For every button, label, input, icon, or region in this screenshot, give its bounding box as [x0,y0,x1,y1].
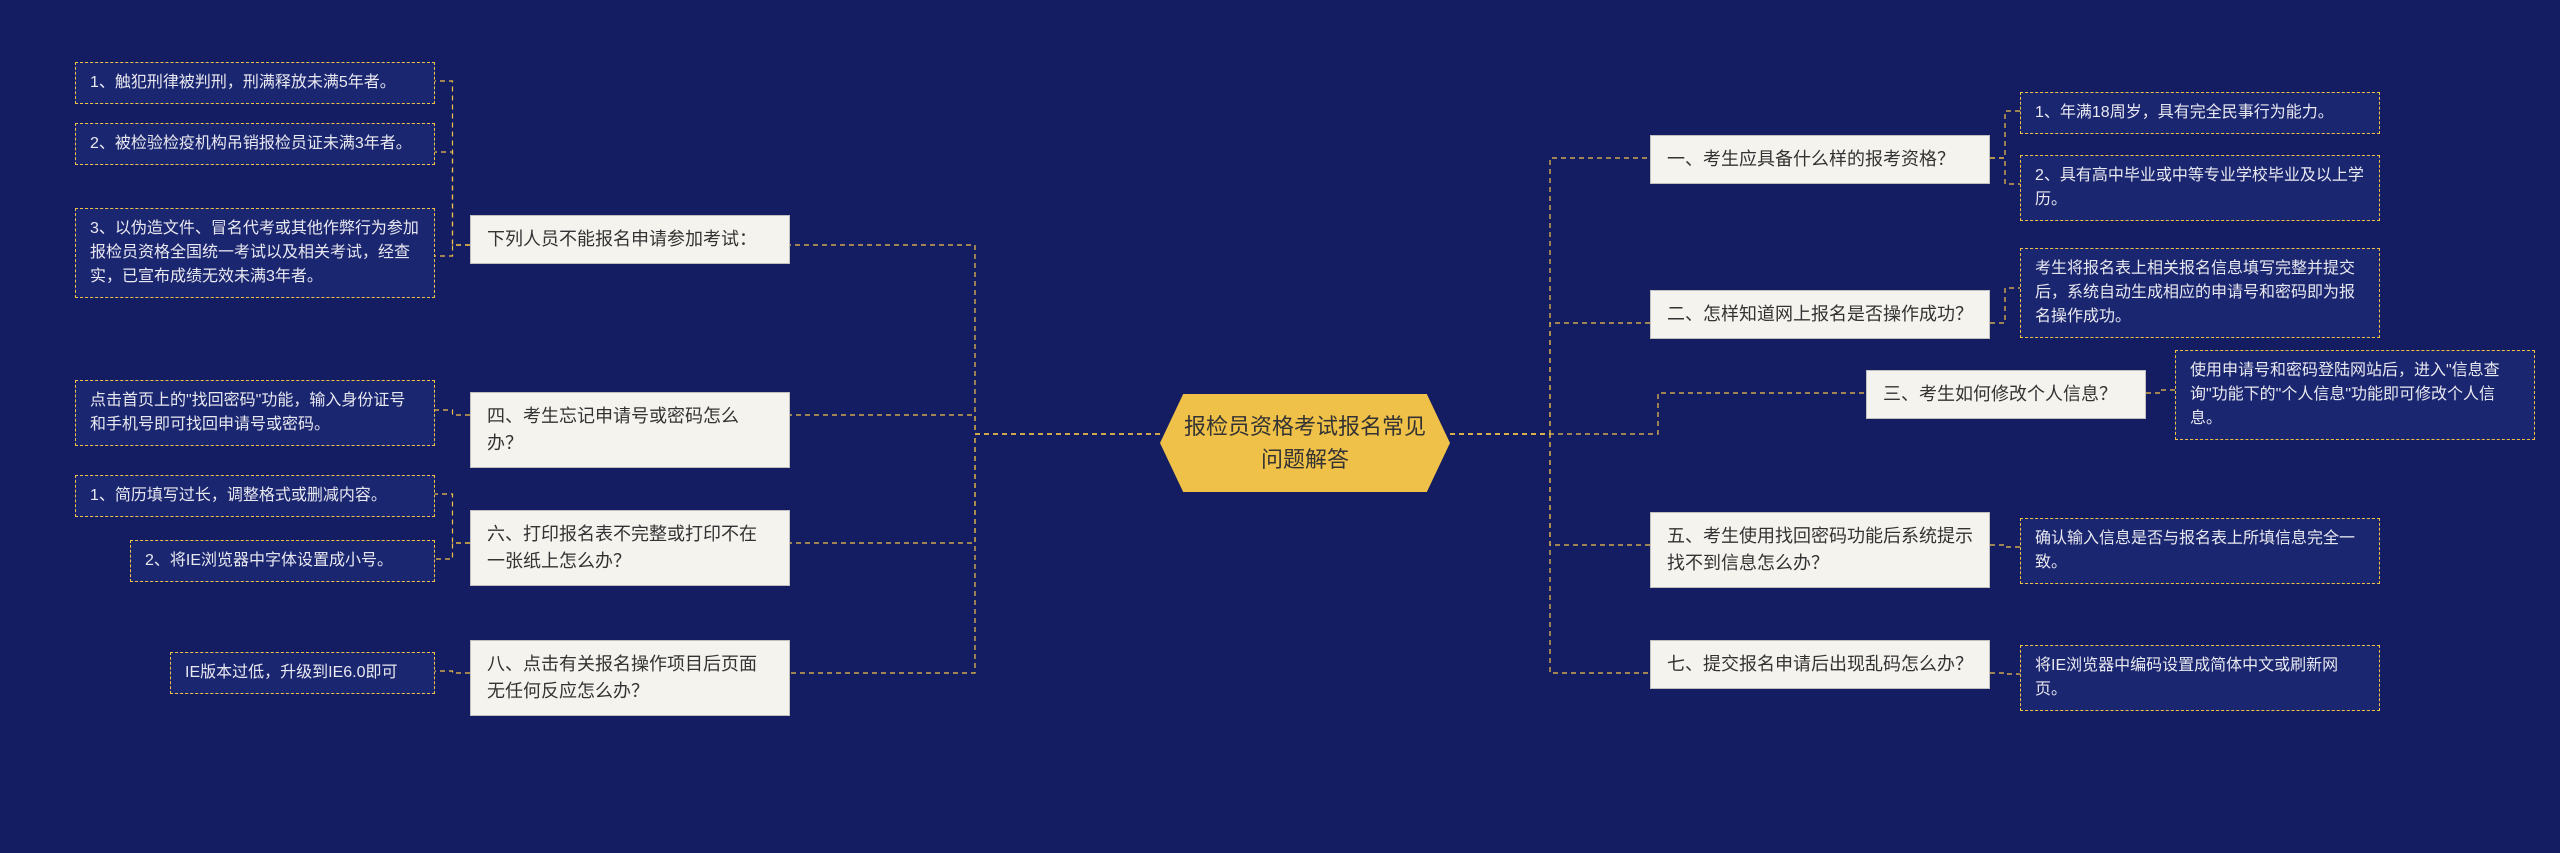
right-topic-4: 五、考生使用找回密码功能后系统提示找不到信息怎么办？ [1650,512,1990,588]
right-topic-3-leaf-1: 使用申请号和密码登陆网站后，进入"信息查询"功能下的"个人信息"功能即可修改个人… [2175,350,2535,440]
right-topic-2-leaf-1: 考生将报名表上相关报名信息填写完整并提交后，系统自动生成相应的申请号和密码即为报… [2020,248,2380,338]
left-topic-2: 四、考生忘记申请号或密码怎么办？ [470,392,790,468]
left-topic-3-leaf-2: 2、将IE浏览器中字体设置成小号。 [130,540,435,582]
left-topic-4-leaf-1: IE版本过低，升级到IE6.0即可 [170,652,435,694]
left-topic-3-leaf-1: 1、简历填写过长，调整格式或删减内容。 [75,475,435,517]
left-topic-2-leaf-1: 点击首页上的"找回密码"功能，输入身份证号和手机号即可找回申请号或密码。 [75,380,435,446]
right-topic-5: 七、提交报名申请后出现乱码怎么办？ [1650,640,1990,689]
right-topic-1-leaf-2: 2、具有高中毕业或中等专业学校毕业及以上学历。 [2020,155,2380,221]
center-node: 报检员资格考试报名常见问题解答 [1160,394,1450,492]
left-topic-1-leaf-3: 3、以伪造文件、冒名代考或其他作弊行为参加报检员资格全国统一考试以及相关考试，经… [75,208,435,298]
right-topic-3: 三、考生如何修改个人信息？ [1866,370,2146,419]
right-topic-1-leaf-1: 1、年满18周岁，具有完全民事行为能力。 [2020,92,2380,134]
left-topic-1-leaf-2: 2、被检验检疫机构吊销报检员证未满3年者。 [75,123,435,165]
right-topic-5-leaf-1: 将IE浏览器中编码设置成简体中文或刷新网页。 [2020,645,2380,711]
left-topic-4: 八、点击有关报名操作项目后页面无任何反应怎么办？ [470,640,790,716]
right-topic-4-leaf-1: 确认输入信息是否与报名表上所填信息完全一致。 [2020,518,2380,584]
left-topic-1: 下列人员不能报名申请参加考试： [470,215,790,264]
left-topic-1-leaf-1: 1、触犯刑律被判刑，刑满释放未满5年者。 [75,62,435,104]
right-topic-2: 二、怎样知道网上报名是否操作成功？ [1650,290,1990,339]
right-topic-1: 一、考生应具备什么样的报考资格？ [1650,135,1990,184]
left-topic-3: 六、打印报名表不完整或打印不在一张纸上怎么办？ [470,510,790,586]
